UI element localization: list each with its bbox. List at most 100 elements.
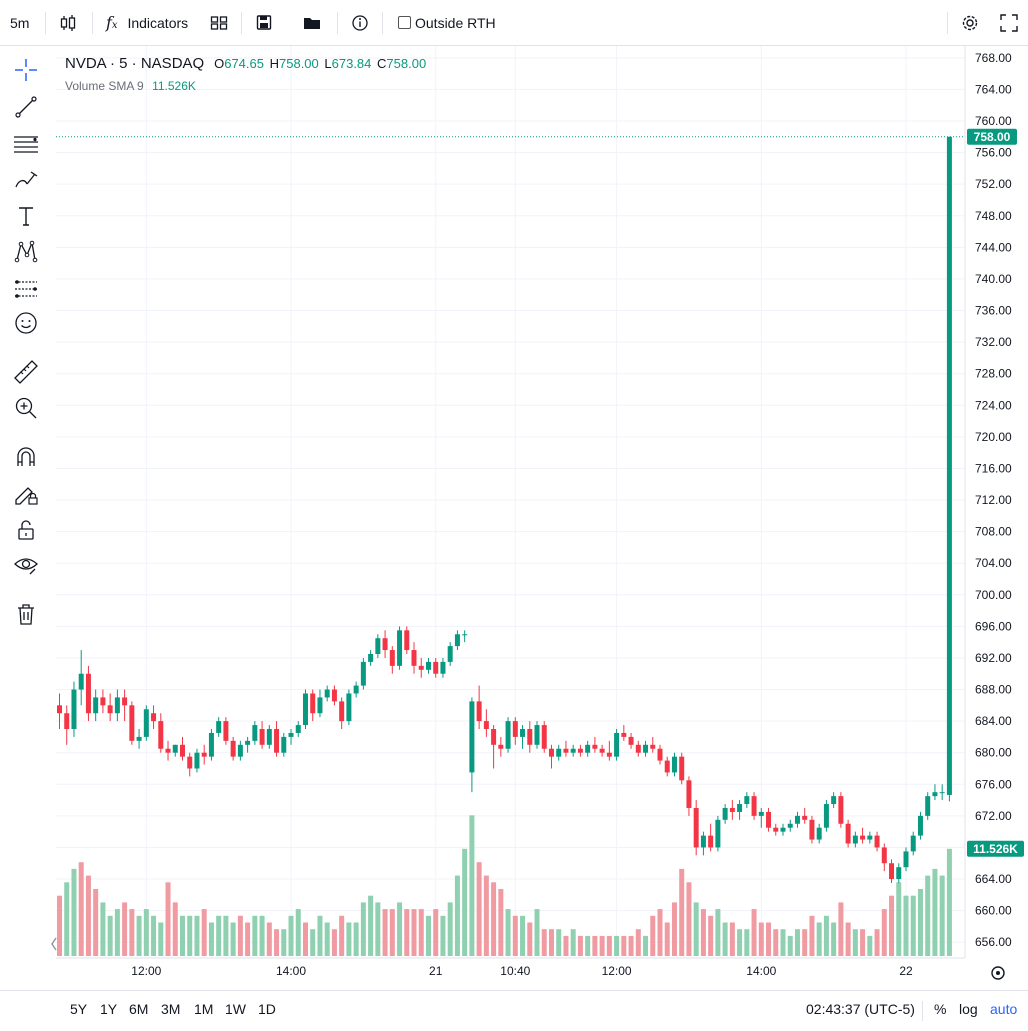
candle — [346, 689, 352, 726]
volume-bar — [324, 922, 330, 956]
axis-settings-icon[interactable] — [991, 966, 1005, 980]
volume-bar — [259, 915, 265, 956]
volume-bar — [679, 868, 685, 956]
volume-bar — [339, 915, 345, 956]
ruler-tool[interactable] — [13, 359, 39, 385]
volume-bar — [585, 935, 591, 956]
volume-bar — [751, 909, 757, 956]
scroll-left-icon[interactable] — [51, 937, 57, 951]
trend-line-tool[interactable] — [13, 94, 39, 120]
text-tool[interactable] — [13, 203, 39, 229]
candle — [534, 721, 540, 749]
candle-body — [100, 697, 106, 706]
candle-body — [158, 721, 164, 749]
auto-toggle[interactable]: auto — [990, 1001, 1018, 1017]
candle — [802, 807, 808, 824]
price-chart[interactable]: 768.00 764.00 760.00 756.00 752.00 748.00 744.… — [0, 0, 1028, 990]
info-button[interactable] — [351, 11, 369, 35]
open-label: O — [214, 56, 225, 71]
range-3m[interactable]: 3M — [161, 1001, 181, 1017]
candle — [324, 685, 330, 702]
text-icon — [19, 207, 33, 226]
candle-body — [353, 685, 359, 694]
price-axis[interactable]: 768.00 764.00 760.00 756.00 752.00 748.00 744.… — [975, 51, 1012, 949]
emoji-tool[interactable] — [13, 310, 39, 336]
remove-drawings-tool[interactable] — [13, 601, 39, 627]
brush-tool[interactable] — [13, 167, 39, 193]
visibility-tool[interactable] — [13, 552, 39, 578]
lock-drawing-tool[interactable] — [13, 481, 39, 507]
fullscreen-button[interactable] — [999, 11, 1019, 35]
volume-bar — [85, 875, 91, 956]
volume-bar — [592, 935, 598, 956]
time-axis[interactable]: 12:00 14:00 21 10:40 12:00 14:00 22 — [131, 964, 913, 978]
candle — [758, 807, 764, 828]
volume-bar — [114, 909, 120, 956]
crosshair-tool[interactable] — [13, 57, 39, 83]
candle — [194, 748, 200, 773]
clock-timezone[interactable]: 02:43:37 (UTC-5) — [806, 1001, 915, 1017]
symbol-title[interactable]: NVDA · 5 · NASDAQ — [65, 55, 205, 72]
candle-body — [802, 815, 808, 820]
candle — [230, 736, 236, 761]
outside-rth-checkbox[interactable] — [398, 16, 411, 29]
volume-bar — [628, 935, 634, 956]
candle-body — [389, 650, 395, 666]
range-5y[interactable]: 5Y — [70, 1001, 88, 1017]
volume-indicator-title[interactable]: Volume SMA 9 — [65, 79, 144, 93]
candle — [252, 721, 258, 745]
candle — [708, 823, 714, 852]
volume-bar — [194, 915, 200, 956]
volume-bar — [794, 929, 800, 956]
outside-rth-toggle[interactable]: Outside RTH — [398, 11, 496, 35]
range-1d[interactable]: 1D — [258, 1001, 276, 1017]
volume-bar — [657, 909, 663, 956]
pattern-tool[interactable] — [13, 239, 39, 265]
candle — [179, 736, 185, 761]
percent-toggle[interactable]: % — [934, 1001, 947, 1017]
toolbar-divider — [382, 12, 383, 34]
volume-bar — [462, 848, 468, 956]
magnet-tool[interactable] — [13, 444, 39, 470]
unlock-tool[interactable] — [13, 517, 39, 543]
range-6m[interactable]: 6M — [129, 1001, 149, 1017]
candle — [172, 744, 178, 757]
candle-body — [411, 650, 417, 666]
layout-button[interactable] — [210, 11, 230, 35]
interval-button[interactable]: 5m — [10, 15, 30, 31]
save-button[interactable] — [256, 11, 274, 35]
fib-tool[interactable] — [13, 131, 39, 157]
range-1m[interactable]: 1M — [194, 1001, 214, 1017]
volume-bar — [179, 915, 185, 956]
candle — [621, 725, 627, 741]
zoom-tool[interactable] — [13, 395, 39, 421]
indicators-button[interactable]: fx Indicators — [106, 11, 194, 35]
candle-type-button[interactable] — [59, 11, 79, 35]
candle-body — [766, 811, 772, 828]
settings-button[interactable] — [960, 11, 980, 35]
volume-bar — [389, 909, 395, 956]
forecast-tool[interactable] — [13, 275, 39, 301]
volume-bar — [165, 882, 171, 956]
candle-body — [592, 744, 598, 749]
volume-bar — [382, 909, 388, 956]
candle — [520, 725, 526, 749]
brush-icon — [15, 171, 38, 188]
candle — [216, 717, 222, 737]
range-1y[interactable]: 1Y — [100, 1001, 118, 1017]
log-toggle[interactable]: log — [959, 1001, 978, 1017]
toolbar-divider — [45, 12, 46, 34]
candle-body — [382, 638, 388, 651]
volume-bar — [831, 922, 837, 956]
price-tick-label: 732.00 — [975, 335, 1012, 349]
volume-bar — [483, 875, 489, 956]
range-1w[interactable]: 1W — [225, 1001, 246, 1017]
candle-body — [809, 819, 815, 840]
price-tick-label: 768.00 — [975, 51, 1012, 65]
candle — [425, 657, 431, 674]
open-button[interactable] — [303, 11, 323, 35]
candle-body — [889, 863, 895, 880]
candle — [302, 689, 308, 730]
candle — [910, 831, 916, 856]
candle — [903, 847, 909, 872]
